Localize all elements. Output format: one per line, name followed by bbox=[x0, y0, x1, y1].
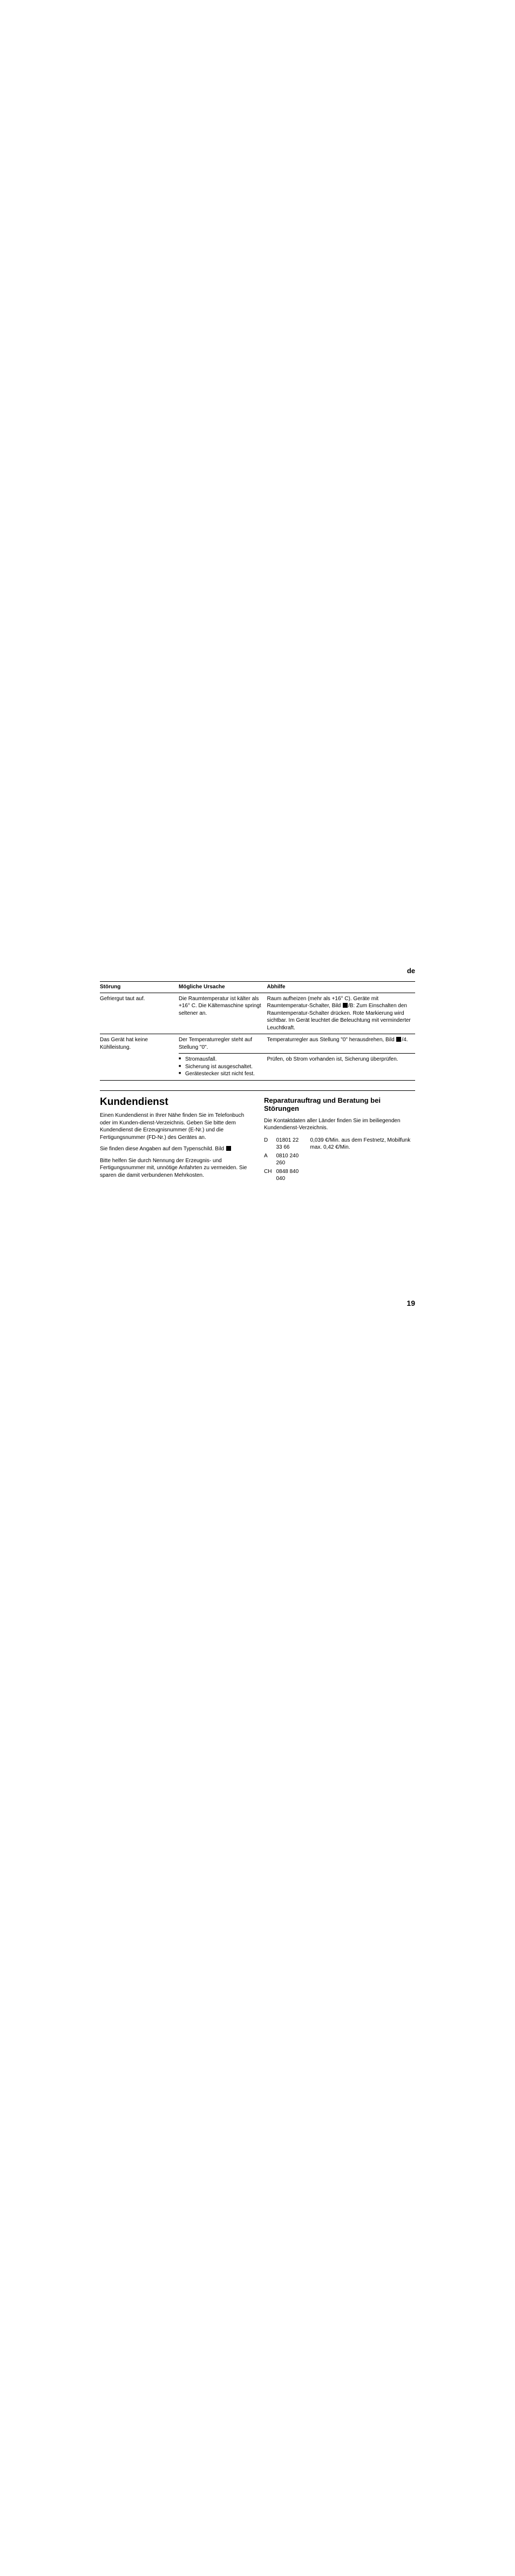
section-divider bbox=[100, 1090, 415, 1091]
country-code: A bbox=[264, 1152, 276, 1168]
cell-cause: Stromausfall. Sicherung ist ausgeschalte… bbox=[179, 1054, 267, 1081]
list-item: Sicherung ist ausgeschaltet. bbox=[179, 1063, 264, 1071]
cell-fault bbox=[100, 1054, 179, 1081]
right-column: Reparaturauftrag und Beratung bei Störun… bbox=[264, 1096, 415, 1184]
th-stoerung: Störung bbox=[100, 982, 179, 993]
contacts-table: D 01801 22 33 66 0,039 €/Min. aus dem Fe… bbox=[264, 1136, 415, 1183]
th-ursache: Mögliche Ursache bbox=[179, 982, 267, 993]
heading-kundendienst: Kundendienst bbox=[100, 1096, 251, 1108]
cell-remedy: Raum aufheizen (mehr als +16° C). Geräte… bbox=[267, 993, 415, 1034]
phone-number: 01801 22 33 66 bbox=[276, 1136, 310, 1152]
cell-cause: Der Temperaturregler steht auf Stellung … bbox=[179, 1034, 267, 1054]
faults-table: Störung Mögliche Ursache Abhilfe Gefrier… bbox=[100, 981, 415, 1081]
language-tag: de bbox=[100, 967, 415, 975]
table-row: Stromausfall. Sicherung ist ausgeschalte… bbox=[100, 1054, 415, 1081]
cell-fault: Das Gerät hat keine Kühlleistung. bbox=[100, 1034, 179, 1054]
cell-cause: Die Raumtemperatur ist kälter als +16° C… bbox=[179, 993, 267, 1034]
cell-remedy: Temperaturregler aus Stellung "0" heraus… bbox=[267, 1034, 415, 1054]
phone-number: 0810 240 260 bbox=[276, 1152, 310, 1168]
country-code: CH bbox=[264, 1168, 276, 1183]
figure-ref-icon bbox=[396, 1037, 401, 1042]
list-item: Stromausfall. bbox=[179, 1056, 264, 1063]
country-code: D bbox=[264, 1136, 276, 1152]
list-item: Gerätestecker sitzt nicht fest. bbox=[179, 1070, 264, 1078]
th-abhilfe: Abhilfe bbox=[267, 982, 415, 993]
contact-row: D 01801 22 33 66 0,039 €/Min. aus dem Fe… bbox=[264, 1136, 415, 1152]
paragraph: Bitte helfen Sie durch Nennung der Erzeu… bbox=[100, 1157, 251, 1179]
remedy-text: Temperaturregler aus Stellung "0" heraus… bbox=[267, 1037, 396, 1043]
rate-note: 0,039 €/Min. aus dem Festnetz, Mobilfunk… bbox=[310, 1136, 415, 1152]
rate-note bbox=[310, 1168, 415, 1183]
paragraph-text: Sie finden diese Angaben auf dem Typensc… bbox=[100, 1146, 226, 1152]
paragraph: Einen Kundendienst in Ihrer Nähe finden … bbox=[100, 1112, 251, 1141]
cause-list: Stromausfall. Sicherung ist ausgeschalte… bbox=[179, 1056, 264, 1078]
paragraph: Sie finden diese Angaben auf dem Typensc… bbox=[100, 1145, 251, 1153]
phone-number: 0848 840 040 bbox=[276, 1168, 310, 1183]
left-column: Kundendienst Einen Kundendienst in Ihrer… bbox=[100, 1096, 251, 1184]
cell-fault: Gefriergut taut auf. bbox=[100, 993, 179, 1034]
contact-row: A 0810 240 260 bbox=[264, 1152, 415, 1168]
remedy-text: /4. bbox=[402, 1037, 408, 1043]
contact-row: CH 0848 840 040 bbox=[264, 1168, 415, 1183]
paragraph: Die Kontaktdaten aller Länder finden Sie… bbox=[264, 1117, 415, 1132]
rate-note bbox=[310, 1152, 415, 1168]
page-number: 19 bbox=[406, 1299, 415, 1307]
table-row: Gefriergut taut auf. Die Raumtemperatur … bbox=[100, 993, 415, 1034]
figure-ref-icon bbox=[343, 1003, 348, 1008]
figure-ref-icon bbox=[226, 1146, 231, 1151]
heading-reparatur: Reparaturauftrag und Beratung bei Störun… bbox=[264, 1096, 415, 1113]
table-row: Das Gerät hat keine Kühlleistung. Der Te… bbox=[100, 1034, 415, 1054]
cell-remedy: Prüfen, ob Strom vorhanden ist, Sicherun… bbox=[267, 1054, 415, 1081]
